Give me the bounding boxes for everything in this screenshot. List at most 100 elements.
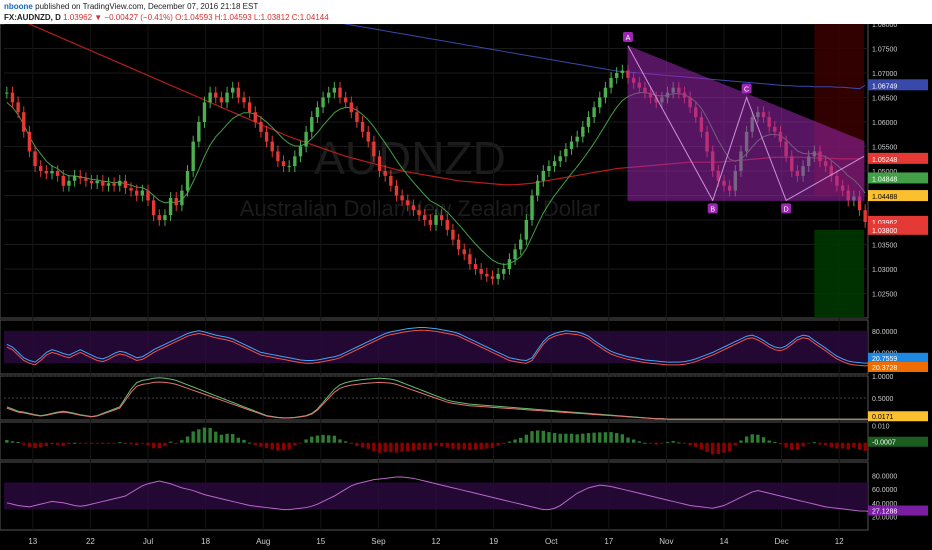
stochrsi-last-bg	[868, 411, 928, 422]
low-value: L:1.03812	[253, 13, 290, 22]
macd-bar	[671, 441, 675, 443]
macd-bar	[157, 442, 161, 449]
rsi-tick-label: 60.0000	[872, 487, 897, 494]
open-value: O:1.04593	[175, 13, 213, 22]
candle	[10, 92, 15, 103]
macd-bar	[857, 442, 862, 450]
candle	[569, 141, 574, 149]
macd-bar	[456, 442, 461, 450]
macd-bar	[552, 433, 557, 443]
macd-bar	[78, 442, 82, 444]
macd-bar	[756, 434, 760, 443]
macd-bar	[202, 427, 207, 443]
macd-bar	[281, 442, 286, 451]
macd-bar	[360, 442, 365, 448]
candle	[366, 131, 370, 142]
candle	[219, 97, 224, 103]
macd-bar	[67, 442, 71, 445]
candle	[535, 180, 540, 196]
macd-bar	[276, 442, 280, 451]
rsi-line	[6, 476, 871, 513]
macd-bar	[118, 442, 122, 444]
macd-bar	[615, 433, 619, 443]
macd-bar	[733, 442, 737, 446]
macd-bar	[846, 442, 850, 450]
macd-bar	[648, 442, 653, 444]
watermark-ticker: AUDNZD	[314, 132, 506, 184]
candle	[547, 166, 551, 171]
pattern-point-C: C	[744, 87, 749, 94]
macd-bar	[524, 434, 529, 443]
x-tick-label: Dec	[774, 537, 788, 546]
macd-bar	[236, 437, 241, 443]
candle	[247, 102, 252, 113]
macd-bar	[185, 436, 190, 443]
macd-bar	[225, 433, 229, 443]
candle	[191, 141, 195, 171]
x-tick-label: 13	[28, 537, 37, 546]
macd-bar	[135, 442, 139, 446]
x-tick-label: 19	[489, 537, 498, 546]
macd-bar	[129, 442, 133, 445]
macd-bar	[112, 442, 116, 444]
candle	[95, 180, 99, 184]
x-tick-label: 14	[720, 537, 729, 546]
macd-bar	[558, 433, 562, 443]
macd-bar	[716, 442, 721, 455]
candle	[214, 92, 218, 98]
macd-bar	[445, 442, 449, 448]
macd-bar	[812, 442, 817, 444]
macd-bar	[327, 435, 331, 443]
macd-bar	[705, 442, 709, 453]
candle	[22, 112, 26, 132]
candle	[180, 190, 184, 206]
stochrsi-d-line	[6, 381, 888, 420]
macd-bar	[840, 442, 845, 449]
macd-bar	[609, 432, 613, 443]
macd-bar	[264, 442, 269, 449]
symbol[interactable]: FX:AUDNZD, D	[4, 13, 61, 22]
x-tick-label: Oct	[545, 537, 558, 546]
candle	[496, 273, 500, 279]
chart-area[interactable]: AUDNZD Australian Dollar/New Zealand Dol…	[0, 24, 932, 550]
macd-bar	[197, 429, 201, 443]
candle	[16, 102, 20, 113]
candle	[377, 156, 382, 171]
macd-bar	[807, 442, 811, 444]
macd-bar	[10, 441, 15, 443]
candle	[338, 87, 342, 98]
pattern-point-badge	[741, 83, 752, 94]
published-text: published on TradingView.com, December 0…	[35, 2, 259, 11]
macd-bar	[835, 442, 839, 449]
candle	[264, 131, 269, 142]
macd-bar	[372, 442, 376, 452]
macd-bar	[682, 442, 687, 444]
candle	[456, 239, 461, 250]
candle	[50, 171, 54, 174]
candle	[236, 87, 241, 98]
macd-tick-label: 0.010	[872, 423, 890, 430]
candle	[360, 122, 365, 132]
pattern-point-badge	[781, 203, 792, 214]
macd-bar	[479, 442, 483, 450]
candle	[530, 195, 534, 220]
macd-bar	[773, 442, 777, 444]
candle	[541, 171, 545, 181]
candle	[118, 180, 122, 186]
macd-bar	[823, 442, 828, 446]
macd-bar	[394, 442, 399, 453]
candle	[513, 249, 517, 260]
candle	[225, 92, 229, 103]
author[interactable]: nboone	[4, 2, 33, 11]
macd-bar	[191, 431, 195, 443]
candle	[112, 183, 116, 186]
macd-bar	[818, 442, 822, 445]
candle	[140, 190, 145, 196]
macd-bar	[180, 440, 184, 443]
price-label: 1.06749	[872, 83, 897, 90]
macd-bar	[270, 442, 274, 450]
candle	[383, 171, 387, 176]
macd-bar	[722, 442, 726, 453]
price-change: ▼ −0.00427 (−0.41%)	[94, 13, 173, 22]
rsi-tick-label: 80.0000	[872, 474, 897, 481]
